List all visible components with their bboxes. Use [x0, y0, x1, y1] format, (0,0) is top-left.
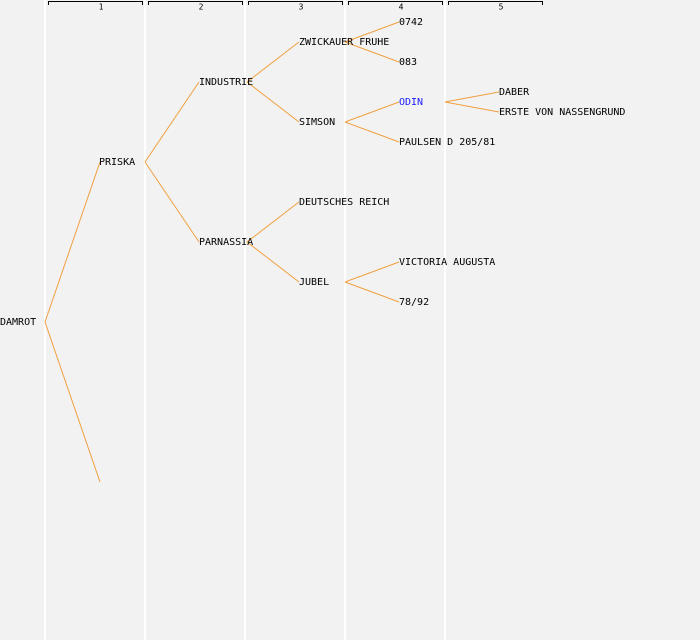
node-label[interactable]: PARNASSIA — [199, 237, 253, 248]
edge — [144, 81, 200, 163]
edge — [246, 41, 300, 83]
edge — [144, 161, 200, 243]
node-label[interactable]: VICTORIA AUGUSTA — [399, 257, 495, 268]
edge — [344, 101, 400, 123]
column-label: 4 — [399, 3, 404, 12]
node-label[interactable]: 0742 — [399, 17, 423, 28]
edge — [344, 121, 400, 143]
column-label: 2 — [199, 3, 204, 12]
node-label[interactable]: 78/92 — [399, 297, 429, 308]
node-label[interactable]: DABER — [499, 87, 530, 98]
node-label[interactable]: JUBEL — [299, 277, 329, 288]
node-label[interactable]: INDUSTRIE — [199, 77, 253, 88]
edge — [444, 101, 500, 113]
edge — [344, 261, 400, 283]
edge — [344, 21, 400, 43]
edge — [344, 281, 400, 303]
node-label[interactable]: PRISKA — [99, 157, 135, 168]
header-bracket — [348, 1, 443, 5]
column-label: 5 — [499, 3, 504, 12]
edge — [44, 321, 101, 483]
edge — [44, 161, 101, 323]
header-bracket — [148, 1, 243, 5]
node-label-highlighted[interactable]: ODIN — [399, 97, 423, 108]
column-headers: 1 2 3 4 5 — [48, 1, 543, 12]
column-separators — [44, 0, 446, 640]
edge — [344, 41, 400, 63]
header-bracket — [248, 1, 343, 5]
header-bracket — [48, 1, 143, 5]
edge — [246, 241, 300, 283]
edge — [246, 201, 300, 243]
edge — [444, 91, 500, 103]
edges — [44, 21, 500, 483]
node-label[interactable]: DAMROT — [0, 317, 36, 328]
node-label[interactable]: ZWICKAUER FRUHE — [299, 37, 389, 48]
node-label[interactable]: PAULSEN D 205/81 — [399, 137, 495, 148]
node-label[interactable]: SIMSON — [299, 117, 335, 128]
node-label[interactable]: 083 — [399, 57, 417, 68]
header-bracket — [448, 1, 543, 5]
node-label[interactable]: ERSTE VON NASSENGRUND — [499, 107, 625, 118]
nodes: DAMROT PRISKA INDUSTRIE PARNASSIA ZWICKA… — [0, 17, 625, 328]
column-label: 3 — [299, 3, 304, 12]
node-label[interactable]: DEUTSCHES REICH — [299, 197, 389, 208]
column-label: 1 — [99, 3, 104, 12]
edge — [246, 81, 300, 123]
